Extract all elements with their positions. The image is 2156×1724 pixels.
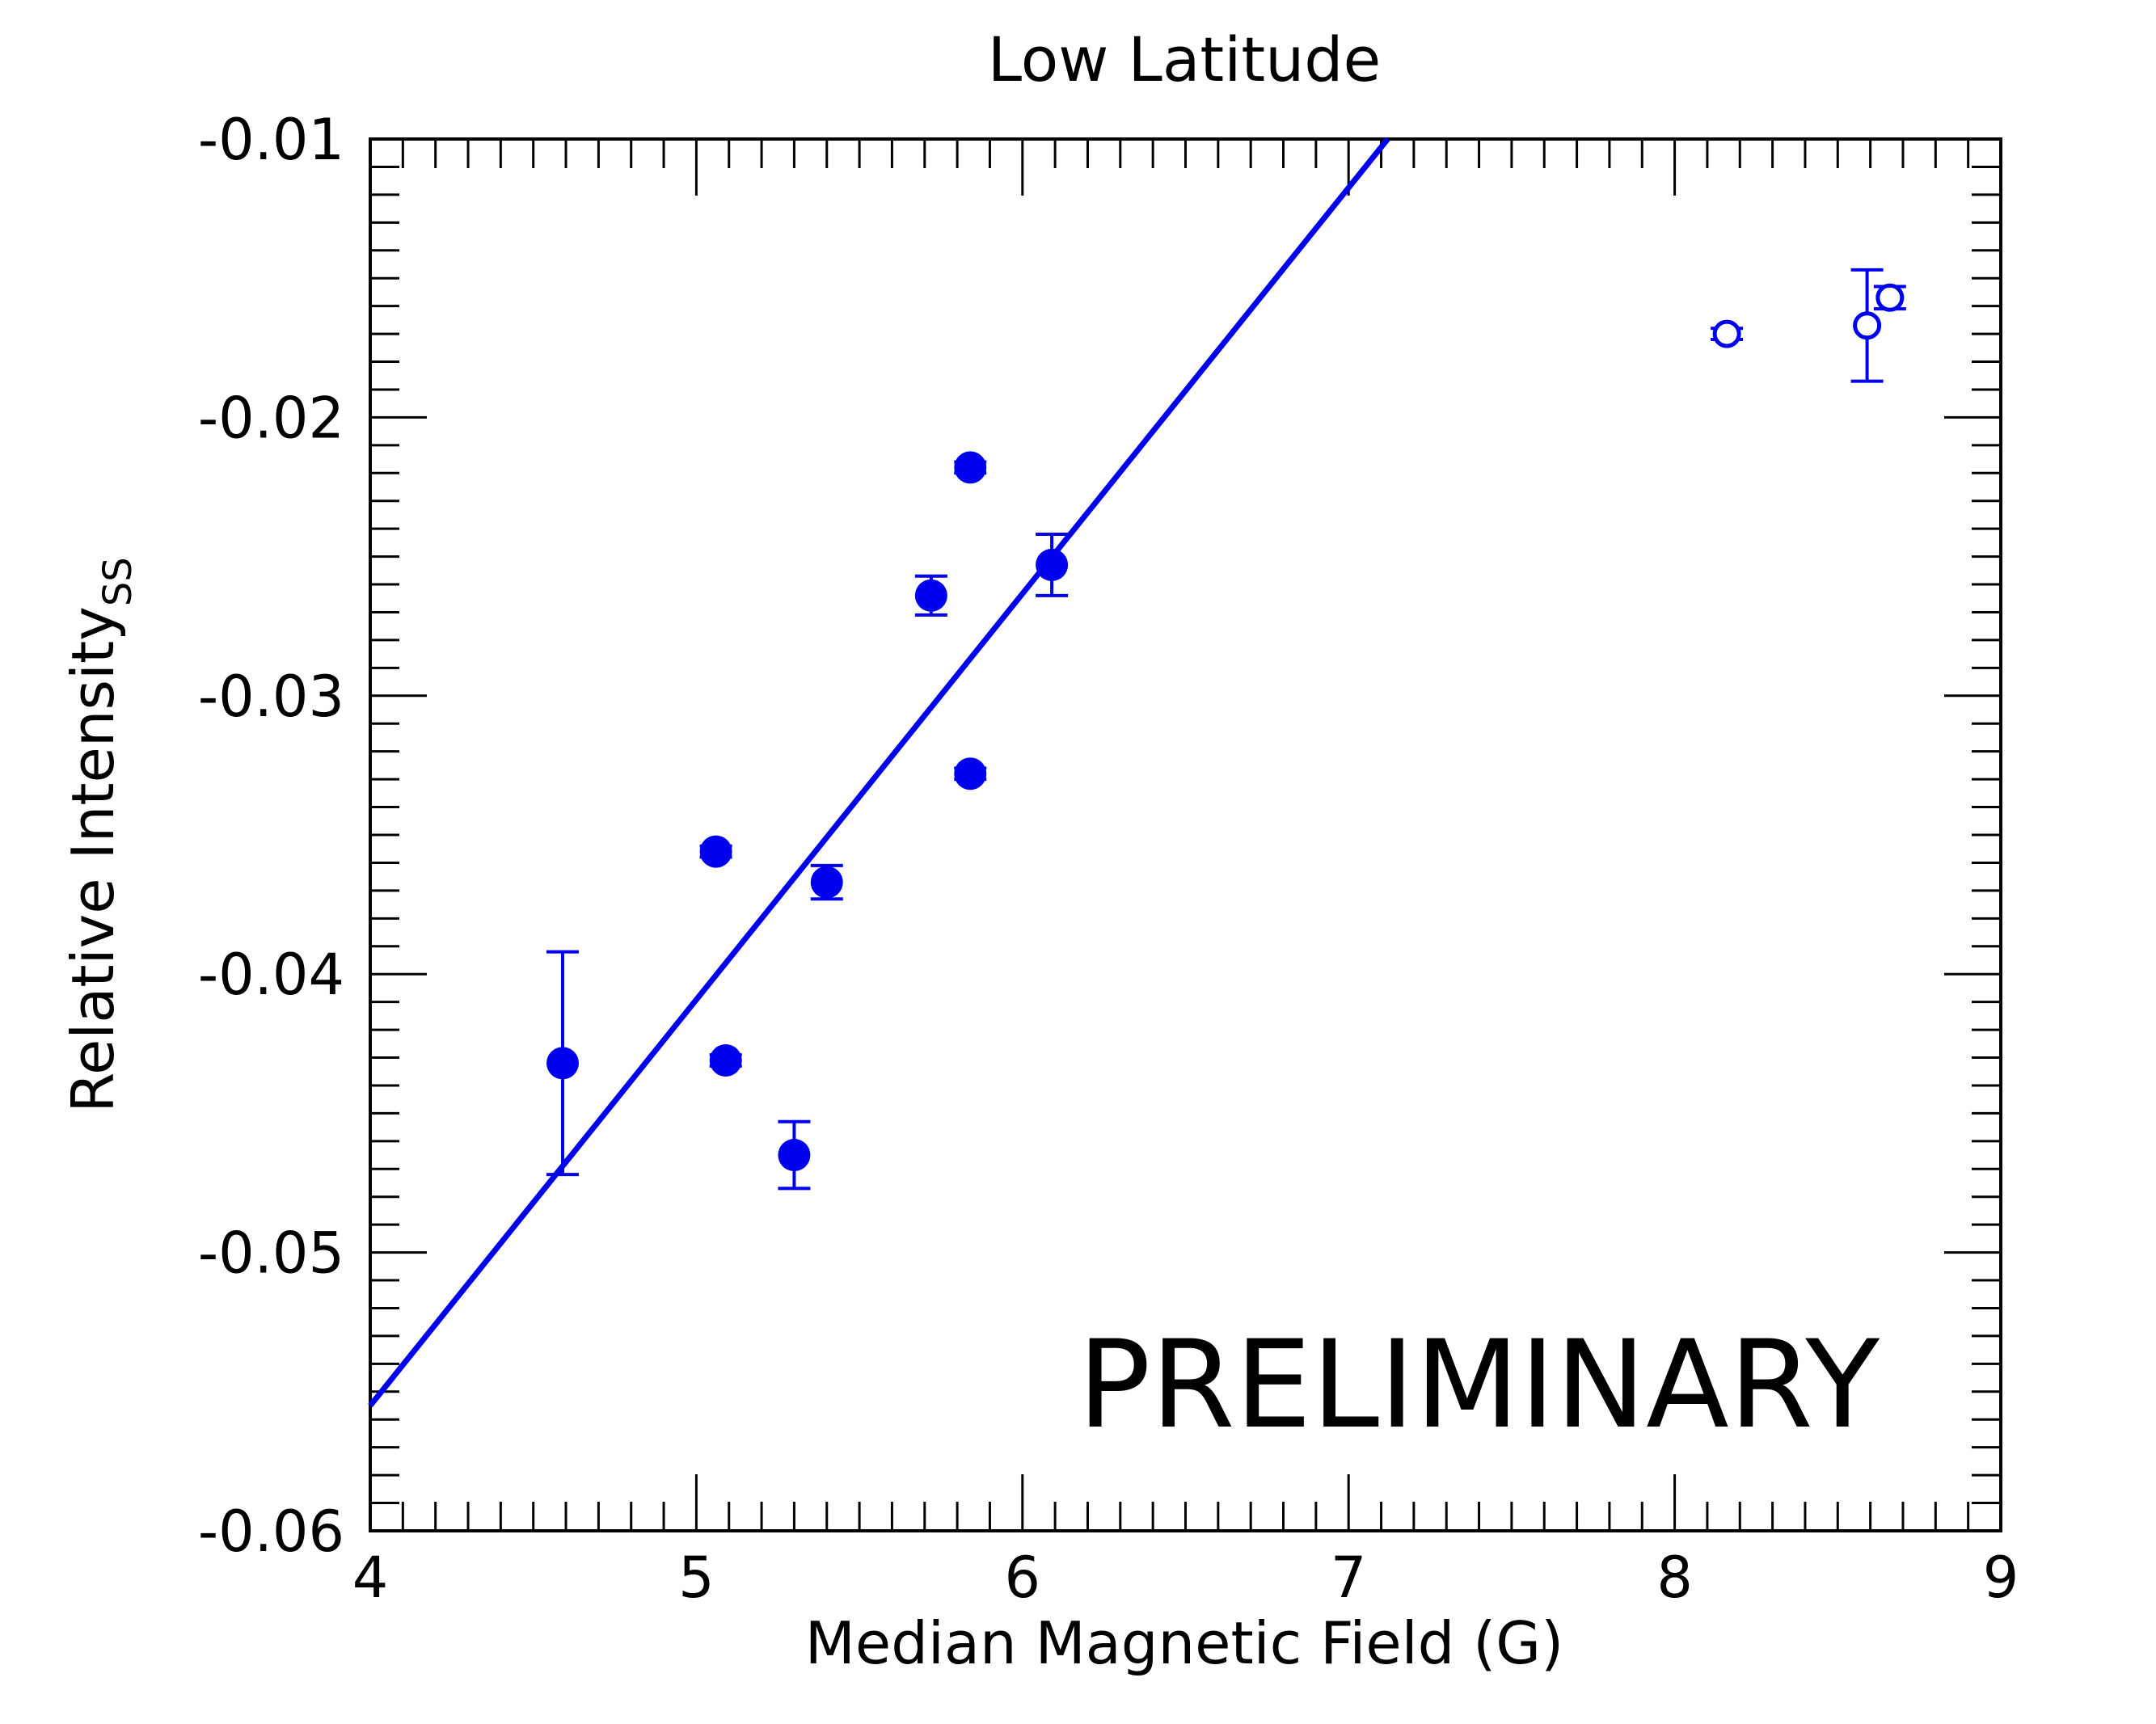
open-data-point: [1711, 319, 1744, 348]
fit-line: [368, 137, 1390, 1408]
filled-data-point: [699, 835, 732, 868]
plot-frame: [369, 137, 2002, 1532]
y-tick-label: -0.06: [198, 1498, 344, 1565]
x-tick-label: 8: [1656, 1545, 1693, 1611]
filled-marker: [914, 579, 947, 612]
axis-tick-labels: 4 5 6 7 8 9 -0.06 -0.05 -0.04 -0.03 -0.02 -0.01: [198, 107, 2019, 1611]
x-tick-label: 9: [1983, 1545, 2019, 1611]
y-axis-title: Relative IntensitySS: [59, 557, 141, 1113]
y-axis-title-main: Relative Intensity: [59, 606, 127, 1113]
filled-data-point: [954, 757, 987, 790]
data-points: [546, 268, 1906, 1191]
filled-marker: [699, 835, 732, 868]
filled-data-point: [778, 1119, 811, 1191]
x-tick-label: 6: [1005, 1545, 1041, 1611]
fit-line-group: [368, 137, 1390, 1408]
open-marker: [1853, 311, 1882, 340]
y-tick-label: -0.04: [198, 942, 344, 1008]
filled-data-point: [709, 1043, 742, 1077]
filled-marker: [778, 1139, 811, 1172]
x-tick-label: 4: [352, 1545, 389, 1611]
y-tick-label: -0.02: [198, 385, 344, 451]
filled-data-point: [954, 451, 987, 484]
preliminary-watermark: PRELIMINARY: [1078, 1315, 1880, 1456]
filled-marker: [709, 1043, 742, 1077]
filled-data-point: [546, 950, 580, 1177]
filled-data-point: [810, 863, 843, 901]
axis-ticks: [369, 137, 2002, 1532]
x-tick-label: 5: [678, 1545, 715, 1611]
filled-data-point: [914, 574, 947, 617]
filled-marker: [546, 1047, 580, 1080]
open-data-point: [1850, 268, 1884, 383]
filled-data-point: [1036, 533, 1069, 597]
y-tick-label: -0.05: [198, 1220, 344, 1287]
y-axis-title-subscript: SS: [95, 557, 141, 606]
filled-marker: [1036, 548, 1069, 581]
open-marker: [1712, 319, 1741, 348]
open-data-point: [1873, 283, 1906, 312]
open-marker: [1875, 283, 1905, 312]
filled-marker: [954, 757, 987, 790]
filled-marker: [954, 451, 987, 484]
chart-title: Low Latitude: [988, 23, 1382, 95]
filled-marker: [810, 866, 843, 899]
x-tick-label: 7: [1331, 1545, 1367, 1611]
y-tick-label: -0.03: [198, 664, 344, 730]
x-axis-title: Median Magnetic Field (G): [805, 1609, 1563, 1677]
y-tick-label: -0.01: [198, 107, 344, 173]
